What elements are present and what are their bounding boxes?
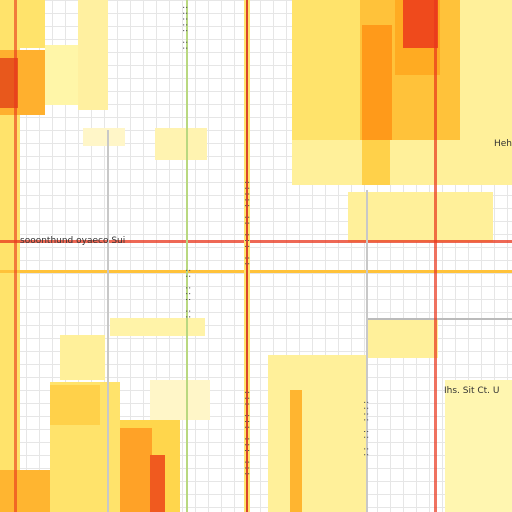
- block-br-pale: [368, 318, 438, 358]
- label-right-top: Heh: [494, 139, 512, 149]
- label-left-mid: sooonthund oyaeco Sui: [20, 236, 126, 246]
- block-br-amber: [290, 390, 302, 512]
- block-bl-orange-2: [120, 428, 152, 512]
- hline-low: [0, 270, 512, 273]
- block-right-amber-2: [362, 140, 390, 185]
- column-text-4: ::: ::: ::: :::: [243, 390, 252, 478]
- vline-green: [186, 0, 188, 512]
- block-top-col: [78, 0, 108, 110]
- column-text-3: :: ::: ::: [184, 268, 193, 321]
- block-right-mid: [348, 192, 493, 242]
- vline-grey-2: [366, 190, 368, 512]
- block-br-yellow: [268, 355, 368, 512]
- vline-grey-1: [107, 130, 109, 512]
- block-bl-amber: [50, 385, 100, 425]
- block-right-red: [403, 0, 438, 48]
- block-mid-pale: [83, 128, 125, 146]
- vline-left-red: [14, 0, 17, 512]
- column-text-1: ::::: ::: [181, 5, 190, 52]
- block-bl-pale-3: [150, 380, 210, 420]
- vline-red-center: [246, 0, 248, 512]
- block-bl-red: [150, 455, 165, 512]
- block-right-yellow: [292, 0, 362, 140]
- block-mid-pale-2: [155, 128, 207, 160]
- block-left-red-patch: [0, 58, 18, 108]
- column-text-5: :::: :: ::: [362, 400, 371, 459]
- block-top-yellow: [15, 0, 45, 48]
- block-bl-orange: [0, 470, 50, 512]
- vline-red-right: [434, 0, 437, 512]
- block-bl-pale: [60, 335, 105, 380]
- block-right-orange: [362, 25, 392, 140]
- block-bl-pale-2: [110, 318, 205, 336]
- label-right-bottom: Ihs. Sit Ct. U: [444, 386, 500, 396]
- column-text-2: ::::: :: ::: ::: [243, 180, 252, 268]
- hline-grey: [368, 318, 512, 320]
- block-br-pale-2: [445, 380, 512, 512]
- hline-main: [0, 240, 512, 243]
